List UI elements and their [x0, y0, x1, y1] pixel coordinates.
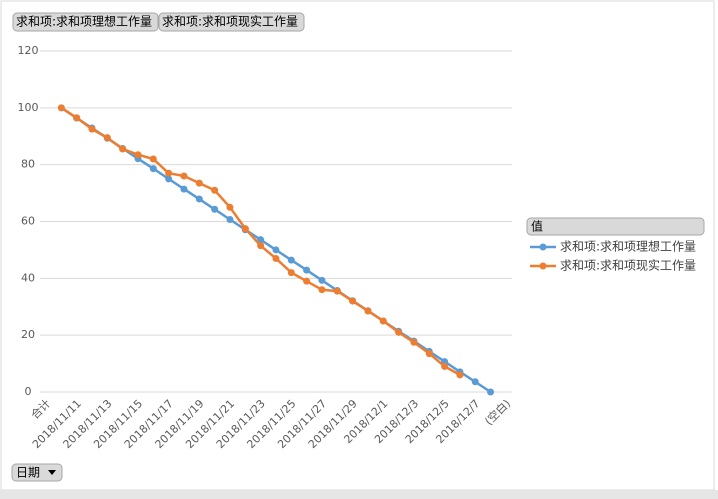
data-point — [487, 388, 495, 396]
data-point — [395, 328, 403, 336]
y-tick-label: 20 — [21, 328, 35, 341]
y-tick-label: 120 — [18, 44, 39, 57]
y-tick-label: 40 — [21, 271, 35, 284]
data-point — [103, 134, 111, 142]
data-point — [303, 266, 311, 274]
field-button[interactable] — [12, 12, 159, 32]
field-button-label: 求和项:求和项现实工作量 — [162, 14, 298, 29]
data-point — [272, 246, 280, 254]
data-point — [195, 179, 203, 187]
data-point — [180, 172, 188, 180]
data-point — [57, 104, 65, 112]
data-point — [287, 269, 295, 277]
legend-marker — [539, 243, 547, 251]
field-button-label: 求和项:求和项理想工作量 — [16, 14, 152, 29]
axis-field-button[interactable] — [11, 463, 63, 482]
data-point — [318, 286, 326, 294]
legend-label: 求和项:求和项现实工作量 — [560, 258, 696, 273]
data-point — [195, 195, 203, 203]
data-point — [73, 114, 81, 122]
data-point — [149, 165, 157, 173]
y-tick-label: 80 — [21, 158, 35, 171]
data-point — [88, 125, 96, 133]
data-point — [165, 169, 173, 177]
dropdown-arrow — [48, 470, 56, 475]
legend-marker — [539, 262, 547, 270]
scrollbar — [0, 490, 718, 499]
data-point — [134, 151, 142, 159]
data-point — [303, 277, 311, 285]
data-point — [471, 378, 479, 386]
data-point — [379, 317, 387, 325]
data-point — [119, 145, 127, 153]
data-point — [410, 338, 418, 346]
data-point — [149, 155, 157, 163]
data-point — [349, 297, 357, 305]
data-point — [241, 225, 249, 233]
data-point — [226, 203, 234, 211]
data-point — [287, 256, 295, 264]
data-point — [456, 371, 464, 379]
data-point — [272, 254, 280, 262]
y-tick-label: 100 — [18, 101, 39, 114]
data-point — [333, 287, 341, 295]
data-point — [211, 186, 219, 194]
legend-title-button[interactable] — [526, 217, 705, 236]
data-point — [257, 242, 265, 250]
data-point — [364, 307, 372, 315]
legend-title: 值 — [531, 219, 543, 234]
data-point — [425, 350, 433, 358]
y-tick-label: 0 — [25, 385, 32, 398]
data-point — [318, 276, 326, 284]
data-point — [211, 205, 219, 213]
y-tick-label: 60 — [21, 215, 35, 228]
legend-label: 求和项:求和项理想工作量 — [560, 239, 696, 254]
field-button[interactable] — [158, 12, 305, 32]
data-point — [180, 185, 188, 193]
data-point — [257, 236, 265, 244]
data-point — [441, 362, 449, 370]
axis-field-label: 日期 — [16, 466, 40, 480]
data-point — [226, 216, 234, 224]
data-point — [165, 175, 173, 183]
